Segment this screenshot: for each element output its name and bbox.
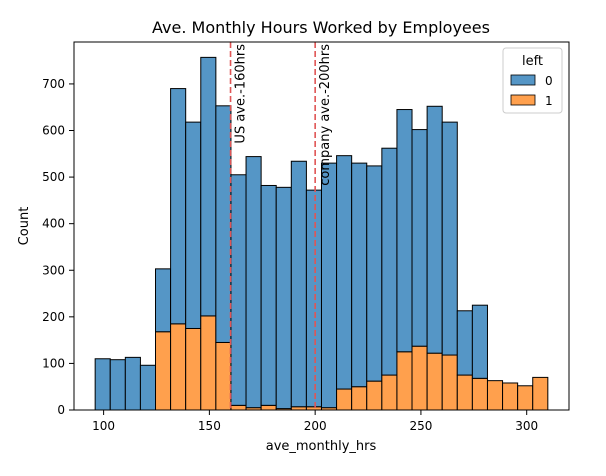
bar-series-1-bin-17 xyxy=(351,386,368,411)
x-tick-label-0: 100 xyxy=(92,419,115,433)
bar-series-1-bin-26 xyxy=(486,380,504,411)
y-tick-label-7: 700 xyxy=(42,77,65,91)
y-tick-label-1: 100 xyxy=(42,356,65,370)
bar-series-0-bin-21 xyxy=(411,129,428,347)
bar-series-1-bin-18 xyxy=(366,380,383,411)
bar-series-0-bin-9 xyxy=(230,174,247,406)
y-tick-label-5: 500 xyxy=(42,170,65,184)
legend-swatch-0 xyxy=(510,74,536,86)
bar-series-0-bin-4 xyxy=(155,268,172,333)
bar-series-0-bin-7 xyxy=(200,56,217,317)
bar-series-1-bin-11 xyxy=(260,404,277,411)
bar-series-0-bin-25 xyxy=(471,304,488,379)
bar-series-1-bin-25 xyxy=(471,377,488,411)
legend-label-0: 0 xyxy=(545,74,553,88)
chart-title: Ave. Monthly Hours Worked by Employees xyxy=(152,18,490,37)
annotations-group: US ave.-160hrs company ave.-200hrs xyxy=(229,42,333,410)
x-tick-label-4: 300 xyxy=(515,419,538,433)
y-axis-label: Count xyxy=(17,207,32,246)
y-tick-label-4: 400 xyxy=(42,217,65,231)
y-tick-label-6: 600 xyxy=(42,124,65,138)
bar-series-1-bin-16 xyxy=(336,388,353,411)
bar-series-0-bin-15 xyxy=(320,162,338,409)
bar-series-0-bin-10 xyxy=(245,156,262,409)
bar-series-0-bin-5 xyxy=(170,88,187,325)
y-tick-label-0: 0 xyxy=(57,403,65,417)
plot-frame xyxy=(73,41,570,411)
bar-series-1-bin-7 xyxy=(200,315,217,411)
y-tick-label-2: 200 xyxy=(42,310,65,324)
legend-label-1: 1 xyxy=(545,94,553,108)
bar-series-0-bin-22 xyxy=(426,105,443,354)
bar-series-0-bin-19 xyxy=(381,147,398,376)
x-tick-label-3: 250 xyxy=(409,419,432,433)
bar-series-0-bin-1 xyxy=(109,359,126,411)
bar-series-1-bin-9 xyxy=(230,404,247,411)
bar-series-1-bin-20 xyxy=(396,351,413,411)
legend-swatch-1 xyxy=(510,94,536,106)
bar-series-0-bin-24 xyxy=(456,310,473,376)
annotation-text-1: company ave.-200hrs xyxy=(318,44,333,186)
bar-series-1-bin-8 xyxy=(215,341,232,411)
bar-series-0-bin-23 xyxy=(441,121,458,356)
bars-group xyxy=(94,56,549,411)
annotation-text-0: US ave.-160hrs xyxy=(234,44,249,144)
bar-series-0-bin-11 xyxy=(260,184,277,406)
x-tick-label-2: 200 xyxy=(304,419,327,433)
bar-series-0-bin-8 xyxy=(215,105,232,343)
bar-series-0-bin-12 xyxy=(275,186,292,410)
bar-series-1-bin-4 xyxy=(155,331,172,411)
bar-series-0-bin-20 xyxy=(396,109,413,353)
legend-title: left xyxy=(522,54,543,69)
bar-series-1-bin-28 xyxy=(517,385,534,411)
bar-series-0-bin-18 xyxy=(366,165,383,382)
bar-series-1-bin-19 xyxy=(381,374,398,411)
bar-series-0-bin-14 xyxy=(305,189,322,408)
x-ticks: 100 150 200 250 300 xyxy=(92,410,538,433)
bar-series-0-bin-17 xyxy=(351,162,368,388)
bar-series-0-bin-16 xyxy=(336,155,353,390)
bar-series-0-bin-6 xyxy=(185,121,202,329)
bar-series-0-bin-2 xyxy=(124,356,141,411)
bar-series-0-bin-13 xyxy=(290,160,307,408)
x-axis-label: ave_monthly_hrs xyxy=(266,439,377,454)
bar-series-0-bin-0 xyxy=(94,358,111,411)
bar-series-1-bin-29 xyxy=(532,376,549,411)
bar-series-1-bin-5 xyxy=(170,323,187,411)
bar-series-1-bin-22 xyxy=(426,352,443,411)
bar-series-1-bin-6 xyxy=(185,327,202,411)
bar-series-1-bin-23 xyxy=(441,354,458,411)
y-tick-label-3: 300 xyxy=(42,263,65,277)
bar-series-1-bin-24 xyxy=(456,374,473,411)
bar-series-1-bin-27 xyxy=(502,382,519,411)
bar-series-1-bin-21 xyxy=(411,345,428,411)
y-ticks: 0 100 200 300 400 500 600 700 xyxy=(42,77,74,417)
bar-series-0-bin-3 xyxy=(139,364,157,411)
x-tick-label-1: 150 xyxy=(198,419,221,433)
